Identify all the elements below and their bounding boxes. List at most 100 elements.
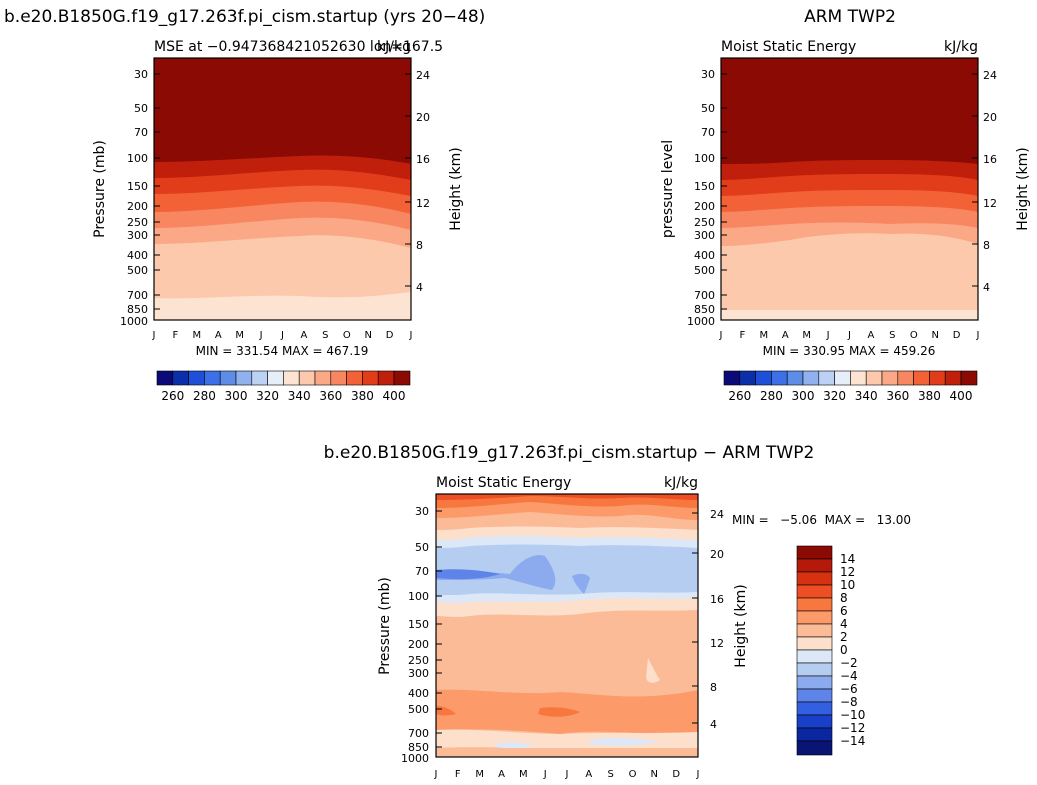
colorbar-swatch: [796, 571, 833, 586]
xtick-nov: N: [364, 330, 371, 341]
height-tick-24: 24: [416, 69, 430, 82]
panel-diff-yticks: 30 50 70 100 150 200 250 300 400 500 700…: [401, 505, 429, 765]
colorbar-swatch: [796, 675, 833, 690]
colorbar-swatch: [251, 370, 268, 386]
xtick-jun: J: [826, 330, 830, 341]
ytick-1000: 1000: [401, 752, 429, 765]
ytick-400: 400: [408, 687, 429, 700]
colorbar-swatch: [796, 727, 833, 742]
height-tick-16: 16: [983, 153, 997, 166]
ytick-250: 250: [694, 216, 715, 229]
panel-diff-ytick-marks: [436, 510, 698, 748]
xtick-may: M: [519, 769, 528, 780]
height-tick-20: 20: [416, 111, 430, 124]
ytick-250: 250: [127, 216, 148, 229]
panel-obs-height-ticks: 24 20 16 12 8 4: [983, 69, 997, 294]
colorbar-swatch: [314, 370, 332, 386]
panel-obs-ylabel-right: Height (km): [1015, 147, 1031, 230]
panel-diff-subtitle-left: Moist Static Energy: [436, 475, 571, 491]
xtick-mar: M: [759, 330, 768, 341]
colorbar-label: 380: [918, 389, 941, 403]
colorbar-label: 260: [161, 389, 184, 403]
xtick-jul: J: [565, 769, 569, 780]
panel-diff-min-max: MIN = −5.06 MAX = 13.00: [732, 513, 911, 527]
xtick-jan: J: [434, 769, 438, 780]
ytick-400: 400: [694, 249, 715, 262]
colorbar-label: 280: [760, 389, 783, 403]
xtick-jan: J: [152, 330, 156, 341]
panel-obs-contours: [720, 57, 979, 321]
height-tick-8: 8: [710, 681, 717, 694]
xtick-dec: D: [386, 330, 394, 341]
panel-obs: ARM TWP2 Moist Static Energy kJ/kg 30 50…: [660, 7, 1031, 403]
ytick-200: 200: [694, 200, 715, 213]
ytick-850: 850: [127, 303, 148, 316]
panel-obs-min-max: MIN = 330.95 MAX = 459.26: [763, 344, 936, 358]
ytick-30: 30: [701, 68, 715, 81]
ytick-850: 850: [694, 303, 715, 316]
colorbar-swatch: [393, 370, 411, 386]
colorbar-swatch: [897, 370, 914, 386]
colorbar-swatch: [850, 370, 867, 386]
panel-model-colorbar: 260 280 300 320 340 360 380 400: [156, 370, 411, 403]
ytick-70: 70: [701, 126, 715, 139]
colorbar-swatch: [219, 370, 237, 386]
xtick-jun: J: [543, 769, 547, 780]
ytick-100: 100: [694, 152, 715, 165]
ytick-700: 700: [408, 727, 429, 740]
panel-obs-title: ARM TWP2: [804, 7, 896, 27]
colorbar-label: 260: [728, 389, 751, 403]
colorbar-label: −12: [840, 721, 865, 735]
xtick-jul: J: [847, 330, 851, 341]
xtick-sep: S: [889, 330, 895, 341]
panel-obs-yticks: 30 50 70 100 150 200 250 300 400 500 700…: [687, 68, 715, 328]
ytick-100: 100: [408, 590, 429, 603]
colorbar-swatch: [771, 370, 788, 386]
xtick-aug: A: [585, 769, 592, 780]
colorbar-label: 0: [840, 643, 848, 657]
colorbar-swatch: [818, 370, 835, 386]
colorbar-label: 300: [225, 389, 248, 403]
ytick-150: 150: [694, 180, 715, 193]
height-tick-4: 4: [710, 718, 717, 731]
colorbar-label: −14: [840, 734, 865, 748]
colorbar-swatch: [377, 370, 395, 386]
colorbar-swatch: [865, 370, 883, 386]
height-tick-12: 12: [416, 197, 430, 210]
colorbar-swatch: [267, 370, 284, 386]
colorbar-swatch: [834, 370, 851, 386]
ytick-50: 50: [701, 102, 715, 115]
ytick-200: 200: [127, 200, 148, 213]
panel-diff-colorbar: 14 12 10 8 6 4 2 0 −2 −4 −6 −8 −10 −12 −…: [796, 545, 865, 756]
colorbar-label: 2: [840, 630, 848, 644]
colorbar-label: 320: [823, 389, 846, 403]
colorbar-swatch: [235, 370, 253, 386]
xtick-sep: S: [608, 769, 614, 780]
panel-obs-xticks: J F M A M J J A S O N D J: [719, 330, 980, 341]
xtick-feb: F: [173, 330, 179, 341]
ytick-500: 500: [694, 264, 715, 277]
ytick-1000: 1000: [120, 315, 148, 328]
colorbar-swatch: [330, 370, 347, 386]
colorbar-swatch: [188, 370, 205, 386]
ytick-150: 150: [408, 618, 429, 631]
colorbar-swatch: [796, 740, 833, 756]
ytick-70: 70: [415, 565, 429, 578]
colorbar-swatch: [796, 714, 833, 729]
ytick-700: 700: [694, 289, 715, 302]
xtick-jan-end: J: [976, 330, 980, 341]
colorbar-swatch: [802, 370, 820, 386]
ytick-250: 250: [408, 654, 429, 667]
colorbar-swatch: [755, 370, 772, 386]
colorbar-label: 380: [351, 389, 374, 403]
ytick-200: 200: [408, 638, 429, 651]
xtick-oct: O: [910, 330, 918, 341]
panel-model-contours: [153, 57, 412, 321]
height-tick-20: 20: [983, 111, 997, 124]
ytick-30: 30: [134, 68, 148, 81]
colorbar-label: 340: [288, 389, 311, 403]
height-tick-12: 12: [983, 197, 997, 210]
panel-diff-ylabel: Pressure (mb): [377, 577, 393, 675]
panel-model-min-max: MIN = 331.54 MAX = 467.19: [196, 344, 369, 358]
xtick-dec: D: [672, 769, 680, 780]
